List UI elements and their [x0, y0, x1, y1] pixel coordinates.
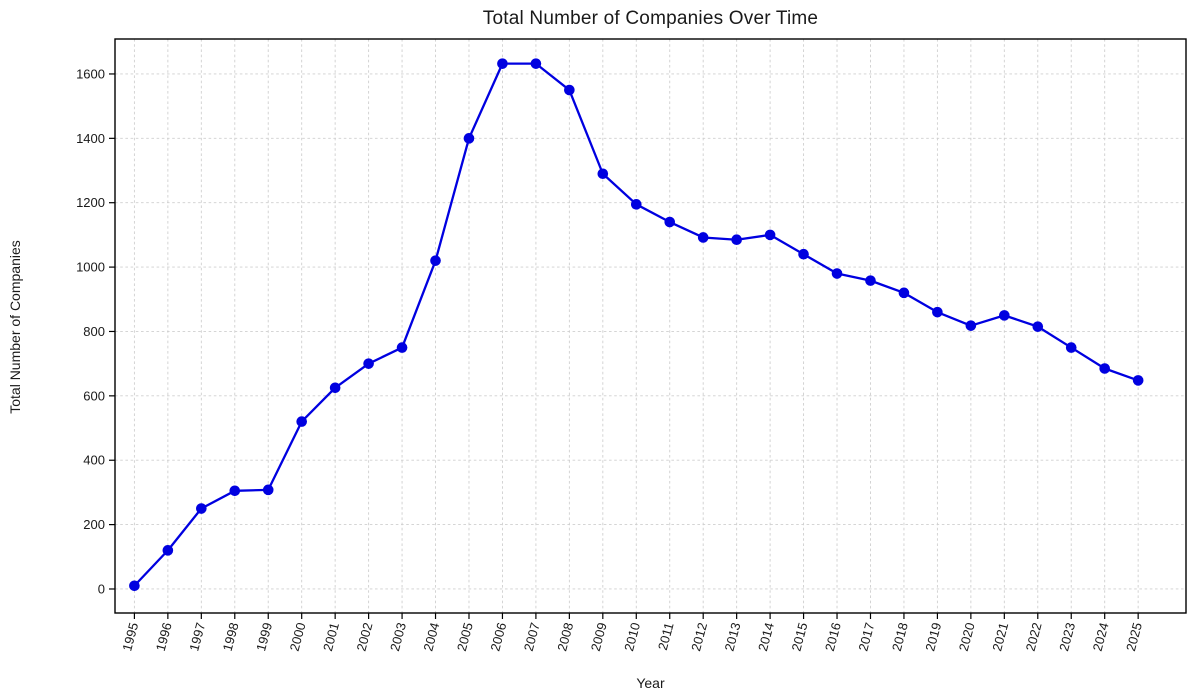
data-point-marker: [898, 287, 910, 299]
data-point-marker: [229, 485, 241, 497]
data-point-marker: [597, 168, 609, 180]
y-tick-label: 1600: [76, 66, 105, 81]
data-point-marker: [697, 232, 709, 243]
x-tick-label: 2014: [755, 621, 777, 653]
y-tick-label: 1400: [76, 131, 105, 146]
axes-box: [114, 38, 1187, 614]
x-tick-label: 1996: [153, 621, 175, 653]
data-point-marker: [463, 133, 475, 144]
x-tick-label: 2019: [922, 621, 944, 653]
y-tick-label: 0: [98, 581, 105, 596]
x-tick-label: 2006: [487, 621, 509, 653]
x-tick-label: 2011: [655, 621, 677, 652]
x-tick-label: 2000: [287, 621, 309, 653]
x-tick-label: 2007: [521, 621, 543, 653]
chart-title: Total Number of Companies Over Time: [482, 8, 819, 29]
data-point-marker: [430, 255, 441, 266]
x-tick-label: 2025: [1123, 621, 1145, 653]
x-tick-label: 2012: [688, 621, 710, 653]
x-tick-label: 2018: [889, 621, 911, 653]
x-tick-label: 2003: [387, 621, 409, 653]
x-tick-label: 2024: [1090, 621, 1112, 653]
x-tick-label: 2008: [554, 621, 576, 653]
y-tick-label: 800: [83, 324, 105, 339]
x-tick-label: 1999: [253, 621, 275, 653]
data-point-marker: [932, 306, 943, 318]
x-tick-label: 1998: [220, 621, 242, 653]
data-point-marker: [865, 275, 876, 286]
y-tick-label: 200: [83, 517, 105, 532]
x-tick-label: 2023: [1056, 621, 1078, 653]
data-point-marker: [731, 234, 742, 246]
x-tick-label: 2021: [989, 621, 1011, 653]
y-tick-label: 1000: [76, 260, 105, 275]
data-point-marker: [564, 84, 575, 96]
data-point-marker: [396, 342, 408, 353]
data-point-marker: [831, 268, 843, 279]
data-point-marker: [999, 310, 1010, 321]
data-point-marker: [630, 199, 642, 210]
data-point-marker: [664, 216, 676, 228]
data-point-marker: [129, 580, 140, 592]
x-tick-label: 1995: [119, 621, 141, 653]
x-tick-label: 2020: [956, 621, 978, 653]
data-point-marker: [363, 358, 374, 369]
data-point-marker: [329, 382, 341, 394]
x-tick-label: 2016: [822, 621, 844, 653]
y-tick-label: 1200: [76, 195, 105, 210]
data-point-marker: [530, 58, 542, 69]
x-tick-label: 2004: [420, 621, 442, 653]
data-point-marker: [1032, 321, 1044, 332]
data-point-marker: [497, 58, 508, 69]
data-point-marker: [162, 545, 174, 556]
data-point-marker: [1065, 342, 1077, 353]
y-tick-label: 600: [83, 388, 105, 403]
data-point-marker: [764, 229, 776, 241]
x-tick-label: 2009: [588, 621, 610, 653]
x-tick-label: 2015: [788, 621, 810, 653]
x-tick-label: 2022: [1023, 621, 1045, 653]
x-axis-label: Year: [636, 675, 665, 691]
x-tick-label: 2010: [621, 621, 643, 653]
data-point-marker: [798, 248, 809, 260]
data-point-marker: [262, 484, 274, 496]
x-tick-label: 2001: [320, 621, 342, 653]
x-tick-label: 2017: [855, 621, 877, 653]
data-point-marker: [1099, 363, 1110, 374]
data-point-marker: [965, 320, 977, 331]
data-point-marker: [296, 416, 307, 427]
y-tick-label: 400: [83, 453, 105, 468]
x-tick-label: 2002: [354, 621, 376, 653]
data-point-marker: [1132, 375, 1144, 386]
x-tick-label: 2013: [722, 621, 744, 653]
data-point-marker: [196, 503, 207, 514]
y-axis-label: Total Number of Companies: [7, 240, 23, 414]
x-tick-label: 2005: [454, 621, 476, 653]
x-tick-label: 1997: [186, 621, 208, 653]
